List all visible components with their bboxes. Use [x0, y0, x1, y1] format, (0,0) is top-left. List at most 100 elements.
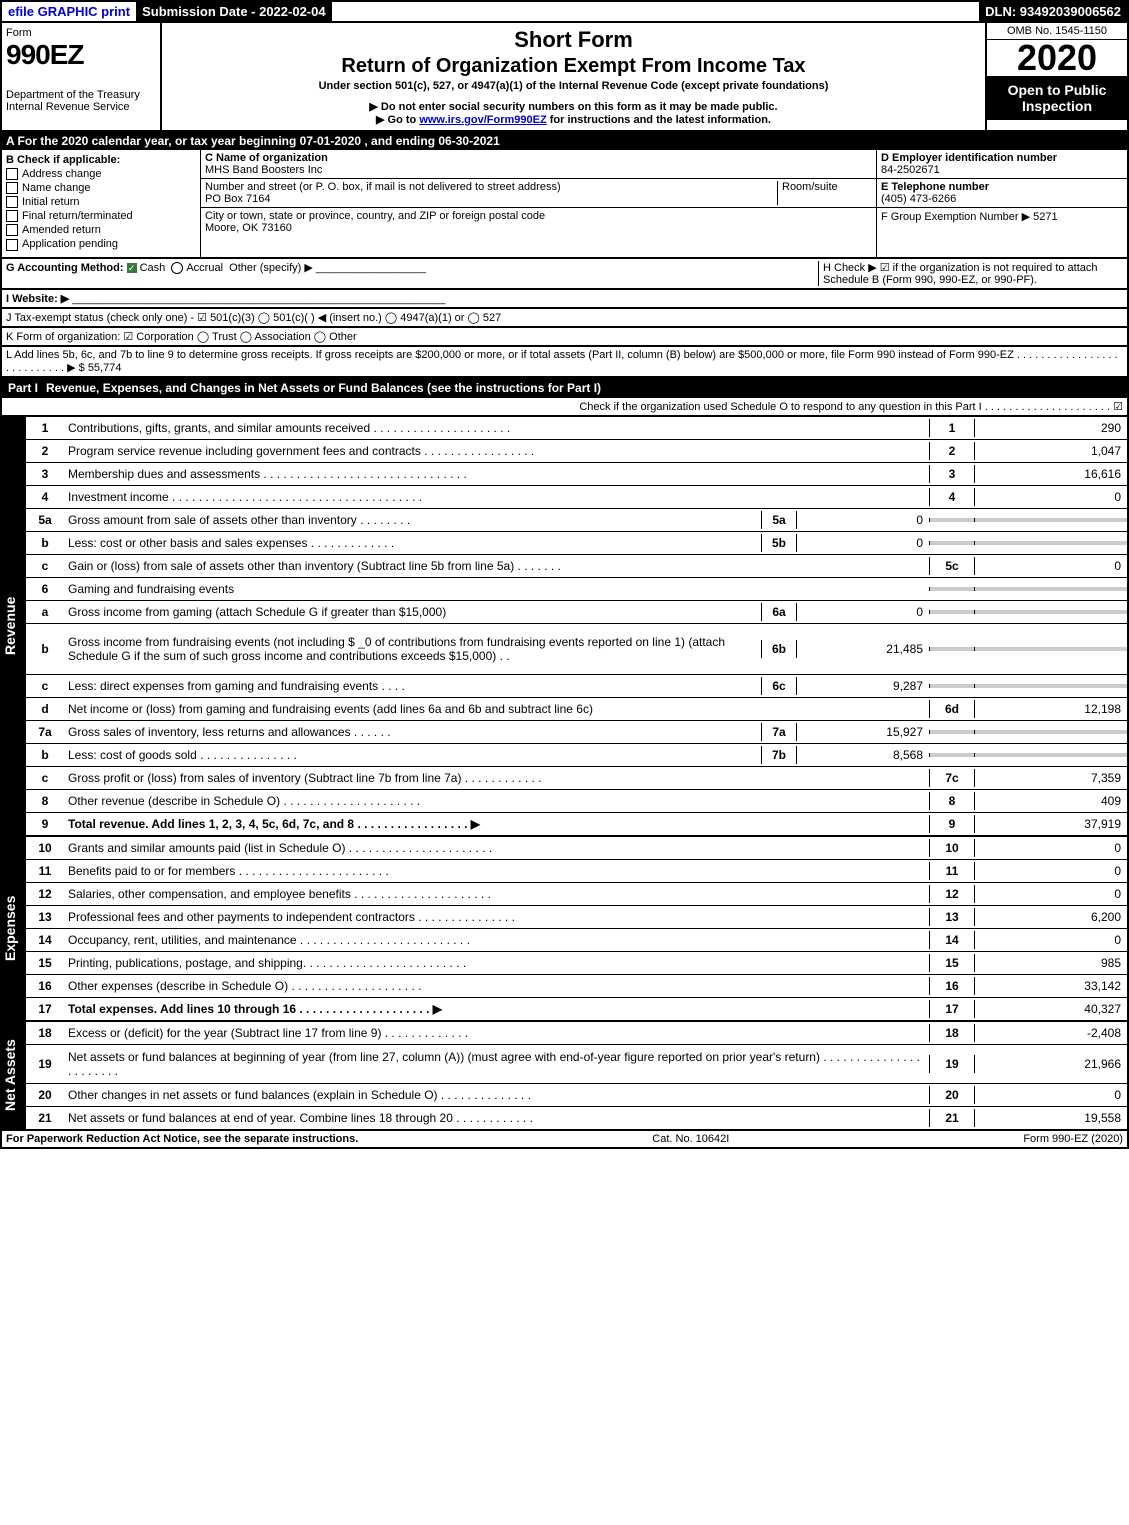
row-6d-num: d — [26, 700, 64, 718]
row-1-num: 1 — [26, 419, 64, 437]
row-18-num: 18 — [26, 1024, 64, 1042]
c-label: C Name of organization — [205, 152, 328, 164]
row-5b-sl: 5b — [761, 534, 796, 552]
check-initial-return[interactable] — [6, 196, 18, 208]
row-5b-sv: 0 — [796, 534, 929, 552]
irs-link[interactable]: www.irs.gov/Form990EZ — [419, 114, 546, 126]
row-8-ln: 8 — [929, 792, 974, 810]
efile-link[interactable]: efile GRAPHIC print — [2, 2, 136, 21]
part-i-check-schedule-o: Check if the organization used Schedule … — [0, 398, 1129, 417]
row-10-desc: Grants and similar amounts paid (list in… — [64, 839, 929, 857]
row-17-desc: Total expenses. Add lines 10 through 16 … — [64, 1000, 929, 1018]
title-column: Short Form Return of Organization Exempt… — [162, 23, 985, 130]
row-20-ln: 20 — [929, 1086, 974, 1104]
row-13-ln: 13 — [929, 908, 974, 926]
i-label: I Website: ▶ — [6, 293, 69, 305]
g-label: G Accounting Method: — [6, 262, 124, 274]
row-6d-ln: 6d — [929, 700, 974, 718]
dln: DLN: 93492039006562 — [979, 2, 1127, 21]
row-17-val: 40,327 — [974, 1000, 1127, 1018]
row-14-desc: Occupancy, rent, utilities, and maintena… — [64, 931, 929, 949]
row-5a-sv: 0 — [796, 511, 929, 529]
row-6-shade-ln — [929, 587, 974, 591]
check-address-change[interactable] — [6, 168, 18, 180]
page-footer: For Paperwork Reduction Act Notice, see … — [0, 1131, 1129, 1149]
row-5b-shade-val — [974, 541, 1127, 545]
notice-ssn: ▶ Do not enter social security numbers o… — [168, 100, 979, 113]
row-7a-desc: Gross sales of inventory, less returns a… — [64, 723, 761, 741]
check-application-pending[interactable] — [6, 239, 18, 251]
row-6c-desc: Less: direct expenses from gaming and fu… — [64, 677, 761, 695]
h-schedule-b: H Check ▶ ☑ if the organization is not r… — [818, 261, 1123, 286]
row-6a-shade-val — [974, 610, 1127, 614]
row-3-ln: 3 — [929, 465, 974, 483]
row-9-desc: Total revenue. Add lines 1, 2, 3, 4, 5c,… — [64, 815, 929, 833]
topbar: efile GRAPHIC print Submission Date - 20… — [0, 0, 1129, 23]
row-5b-num: b — [26, 534, 64, 552]
row-14-val: 0 — [974, 931, 1127, 949]
row-6d-desc: Net income or (loss) from gaming and fun… — [64, 700, 929, 718]
row-7a-sl: 7a — [761, 723, 796, 741]
submission-date: Submission Date - 2022-02-04 — [136, 2, 332, 21]
org-info-column: C Name of organization MHS Band Boosters… — [201, 150, 876, 257]
row-6b-desc: Gross income from fundraising events (no… — [64, 633, 761, 665]
check-final-return[interactable] — [6, 210, 18, 222]
check-amended-return[interactable] — [6, 224, 18, 236]
expenses-vertical-label: Expenses — [2, 837, 26, 1020]
row-5c-desc: Gain or (loss) from sale of assets other… — [64, 557, 929, 575]
row-1-desc: Contributions, gifts, grants, and simila… — [64, 419, 929, 437]
short-form-title: Short Form — [168, 27, 979, 53]
check-if-applicable: B Check if applicable: Address change Na… — [2, 150, 201, 257]
g-other: Other (specify) ▶ — [229, 262, 313, 274]
row-6a-sv: 0 — [796, 603, 929, 621]
row-6c-sl: 6c — [761, 677, 796, 695]
row-10-val: 0 — [974, 839, 1127, 857]
row-8-desc: Other revenue (describe in Schedule O) .… — [64, 792, 929, 810]
row-15-desc: Printing, publications, postage, and shi… — [64, 954, 929, 972]
check-accrual-icon[interactable] — [171, 262, 183, 274]
row-7b-shade-ln — [929, 753, 974, 757]
row-7b-sl: 7b — [761, 746, 796, 764]
label-application-pending: Application pending — [22, 238, 118, 250]
row-19-ln: 19 — [929, 1055, 974, 1073]
row-21-num: 21 — [26, 1109, 64, 1127]
row-5a-num: 5a — [26, 511, 64, 529]
row-5a-desc: Gross amount from sale of assets other t… — [64, 511, 761, 529]
label-address-change: Address change — [22, 168, 102, 180]
row-4-desc: Investment income . . . . . . . . . . . … — [64, 488, 929, 506]
row-1-val: 290 — [974, 419, 1127, 437]
row-13-num: 13 — [26, 908, 64, 926]
part-i-title: Revenue, Expenses, and Changes in Net As… — [46, 381, 601, 395]
row-18-desc: Excess or (deficit) for the year (Subtra… — [64, 1024, 929, 1042]
row-7a-shade-val — [974, 730, 1127, 734]
row-21-val: 19,558 — [974, 1109, 1127, 1127]
row-16-ln: 16 — [929, 977, 974, 995]
revenue-table: Revenue 1Contributions, gifts, grants, a… — [0, 417, 1129, 837]
row-5c-ln: 5c — [929, 557, 974, 575]
f-label: F Group Exemption Number ▶ 5271 — [881, 211, 1058, 223]
row-20-val: 0 — [974, 1086, 1127, 1104]
row-6b-sv: 21,485 — [796, 640, 929, 658]
row-7b-num: b — [26, 746, 64, 764]
org-address: PO Box 7164 — [205, 193, 270, 205]
form-label: Form — [6, 27, 156, 39]
row-11-val: 0 — [974, 862, 1127, 880]
row-15-val: 985 — [974, 954, 1127, 972]
row-21-ln: 21 — [929, 1109, 974, 1127]
row-2-ln: 2 — [929, 442, 974, 460]
part-i-header: Part I Revenue, Expenses, and Changes in… — [0, 378, 1129, 398]
row-9-num: 9 — [26, 815, 64, 833]
ein-value: 84-2502671 — [881, 164, 940, 176]
row-17-ln: 17 — [929, 1000, 974, 1018]
check-name-change[interactable] — [6, 182, 18, 194]
row-2-num: 2 — [26, 442, 64, 460]
row-5b-desc: Less: cost or other basis and sales expe… — [64, 534, 761, 552]
row-16-val: 33,142 — [974, 977, 1127, 995]
row-8-val: 409 — [974, 792, 1127, 810]
row-5c-val: 0 — [974, 557, 1127, 575]
row-4-num: 4 — [26, 488, 64, 506]
org-name: MHS Band Boosters Inc — [205, 164, 322, 176]
expenses-table: Expenses 10Grants and similar amounts pa… — [0, 837, 1129, 1022]
d-label: D Employer identification number — [881, 152, 1057, 164]
city-label: City or town, state or province, country… — [205, 210, 545, 222]
